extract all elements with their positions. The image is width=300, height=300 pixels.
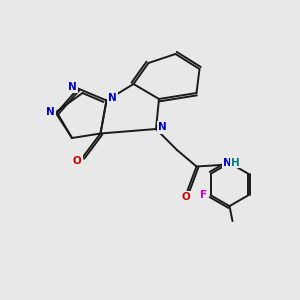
Text: N: N — [68, 82, 77, 92]
Text: N: N — [158, 122, 167, 133]
Text: H: H — [231, 158, 240, 168]
Text: O: O — [182, 192, 190, 202]
Text: N: N — [108, 93, 117, 103]
Text: N: N — [46, 107, 55, 117]
Text: F: F — [200, 190, 207, 200]
Text: O: O — [73, 156, 82, 166]
Text: N: N — [223, 158, 232, 168]
